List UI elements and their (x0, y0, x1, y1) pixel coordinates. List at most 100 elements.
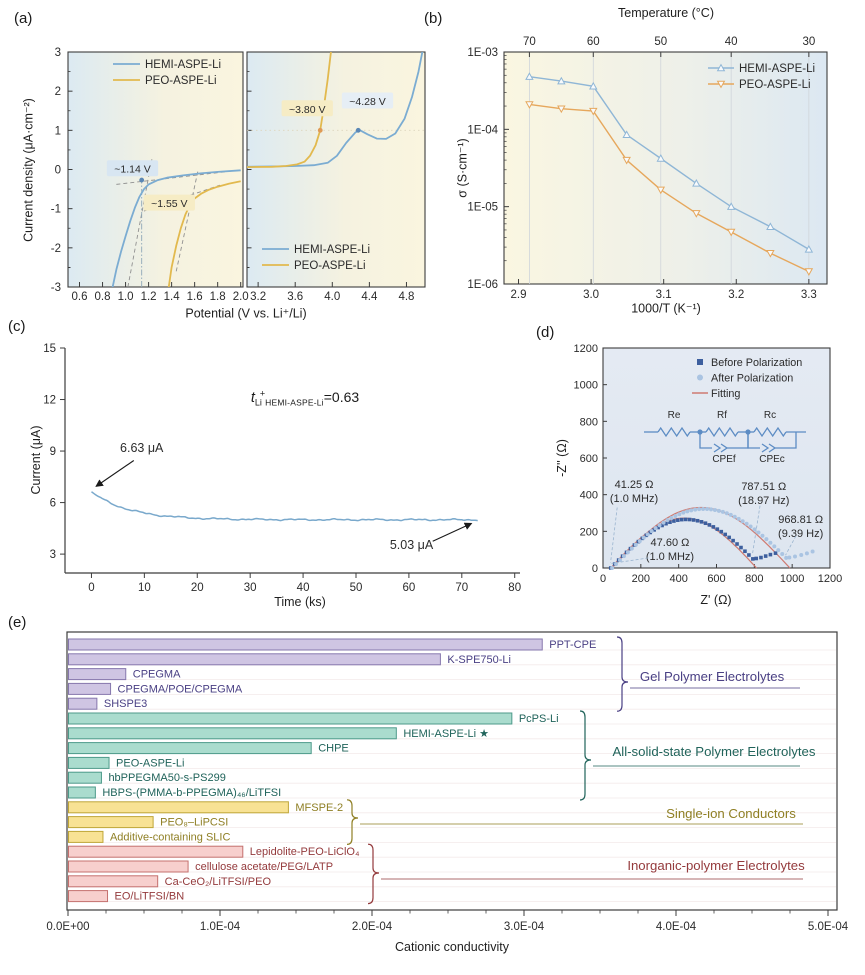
t-sub-electrolyte: HEMI-ASPE-Li (265, 397, 324, 408)
svg-text:0: 0 (600, 573, 606, 585)
svg-text:HEMI-ASPE-Li ★: HEMI-ASPE-Li ★ (403, 728, 489, 740)
panel-c-annotation: 6.63 μA (95, 441, 164, 487)
panel-c-ylabel: Current (μA) (29, 425, 43, 495)
bar-CPEGMA/POE/CPEGMA (68, 682, 112, 695)
panel-a-label: (a) (14, 10, 33, 27)
panel-a-annotation: ~1.14 V (106, 160, 159, 177)
panel-c: 3 6 9 12 15 0 10 20 30 40 50 60 70 80 6.63 μA 5.03 μA (43, 343, 521, 594)
bar-Lepidolite-PEO-LiClO₄ (68, 845, 244, 858)
bar-PcPS-Li (68, 712, 513, 725)
bar-Ca-CeO₂/LiTFSI/PEO (68, 875, 159, 888)
svg-text:3.0: 3.0 (583, 289, 599, 301)
svg-text:600: 600 (580, 453, 598, 465)
svg-text:4.8: 4.8 (398, 291, 414, 303)
panel-a-series-HEMI-ASPE-Li (111, 169, 241, 287)
svg-text:K-SPE750-Li: K-SPE750-Li (447, 654, 511, 666)
svg-text:1.0E-04: 1.0E-04 (200, 921, 241, 933)
panel-a-subplot-0: -3 -2 -1 0 1 2 3 0.6 0.8 1.0 1.2 1.4 1.6 1.8 2.0 ~1.14 … (51, 47, 249, 303)
svg-text:50: 50 (654, 36, 667, 48)
svg-text:PEO-ASPE-Li: PEO-ASPE-Li (294, 260, 366, 272)
svg-text:(1.0 MHz): (1.0 MHz) (610, 493, 658, 505)
svg-text:~4.28 V: ~4.28 V (349, 96, 386, 108)
bar-HBPS-(PMMA-b-PPEGMA)₄₆/LiTFSI (68, 786, 96, 799)
svg-text:3.1: 3.1 (656, 289, 672, 301)
svg-text:PEO-ASPE-Li: PEO-ASPE-Li (116, 757, 184, 769)
svg-text:1.8: 1.8 (210, 291, 226, 303)
panel-d-circuit: Re Rf Rc CPEf CPEc (644, 410, 806, 465)
panel-e-category: All-solid-state Polymer Electrolytes (579, 710, 816, 801)
svg-text:HBPS-(PMMA-b-PPEGMA)₄₆/LiTFSI: HBPS-(PMMA-b-PPEGMA)₄₆/LiTFSI (102, 787, 281, 799)
panel-c-label: (c) (8, 318, 26, 335)
svg-text:1: 1 (55, 125, 61, 137)
svg-text:30: 30 (244, 582, 257, 594)
t-value: =0.63 (323, 388, 360, 405)
svg-text:EO/LiTFSI/BN: EO/LiTFSI/BN (115, 891, 185, 903)
panel-d-annotation: 47.60 Ω (1.0 MHz) (611, 537, 694, 564)
svg-text:HEMI-ASPE-Li: HEMI-ASPE-Li (145, 59, 221, 71)
svg-text:787.51 Ω: 787.51 Ω (741, 481, 786, 493)
panel-b: 2.9 3.0 3.1 3.2 3.3 1E-06 1E-05 1E-04 1E-03 70 60 5… (467, 36, 828, 301)
svg-text:400: 400 (580, 490, 598, 502)
bar-cellulose acetate/PEG/LATP (68, 860, 189, 873)
bar-SHSPE3 (68, 697, 98, 710)
svg-text:1200: 1200 (818, 573, 842, 585)
panel-d-label: (d) (536, 324, 555, 341)
bar-MFSPE-2 (68, 801, 289, 814)
panel-c-xlabel: Time (ks) (274, 595, 326, 609)
bar-Additive-containing SLIC (68, 830, 104, 843)
panel-e: 0.0E+00 1.0E-04 2.0E-04 3.0E-04 4.0E-04 5.0E-… (46, 631, 849, 933)
svg-text:4.0E-04: 4.0E-04 (656, 921, 697, 933)
svg-text:CPEGMA/POE/CPEGMA: CPEGMA/POE/CPEGMA (118, 683, 243, 695)
svg-text:-3: -3 (51, 282, 61, 294)
svg-text:After Polarization: After Polarization (711, 372, 793, 384)
svg-text:PEO-ASPE-Li: PEO-ASPE-Li (145, 75, 217, 87)
svg-text:41.25 Ω: 41.25 Ω (615, 479, 654, 491)
svg-text:1000: 1000 (574, 380, 598, 392)
panel-a: -3 -2 -1 0 1 2 3 0.6 0.8 1.0 1.2 1.4 1.6 1.8 2.0 ~1.14 … (51, 47, 426, 303)
svg-text:80: 80 (508, 582, 521, 594)
svg-text:0: 0 (592, 563, 598, 575)
panel-a-xlabel: Potential (V vs. Li⁺/Li) (185, 306, 307, 321)
svg-text:6: 6 (50, 498, 56, 510)
svg-text:PPT-CPE: PPT-CPE (549, 639, 596, 651)
svg-text:CPEf: CPEf (712, 454, 736, 465)
svg-text:5.03 μA: 5.03 μA (390, 538, 434, 552)
svg-text:Inorganic-polymer Electrolytes: Inorganic-polymer Electrolytes (627, 858, 805, 873)
svg-text:Lepidolite-PEO-LiClO₄: Lepidolite-PEO-LiClO₄ (250, 846, 360, 858)
svg-text:0.0E+00: 0.0E+00 (46, 921, 89, 933)
svg-text:6.63 μA: 6.63 μA (120, 441, 164, 455)
svg-text:15: 15 (43, 343, 56, 355)
svg-text:3.6: 3.6 (287, 291, 303, 303)
bar-HEMI-ASPE-Li ★ (68, 727, 397, 740)
bar-hbPPEGMA50-s-PS299 (68, 771, 102, 784)
svg-text:3.0E-04: 3.0E-04 (504, 921, 545, 933)
svg-text:400: 400 (669, 573, 687, 585)
bar-EO/LiTFSI/BN (68, 890, 109, 903)
svg-text:-1: -1 (51, 204, 61, 216)
panel-d-series-After Polarization (610, 506, 815, 570)
svg-text:1E-03: 1E-03 (467, 47, 498, 59)
panel-e-group: PPT-CPE K-SPE750-Li CPEGMA CPEGMA/POE/CPEGM… (68, 638, 596, 710)
t-sub-li: Li (254, 397, 262, 408)
svg-text:PcPS-Li: PcPS-Li (519, 713, 559, 725)
svg-text:4.0: 4.0 (324, 291, 340, 303)
svg-text:12: 12 (43, 395, 56, 407)
svg-text:3.2: 3.2 (728, 289, 744, 301)
panel-d-legend: Before Polarization After Polarization Fit… (692, 357, 802, 400)
svg-text:2.0: 2.0 (233, 291, 249, 303)
panel-e-group: PcPS-Li HEMI-ASPE-Li ★ CHPE PEO-ASPE-Li hbPP… (68, 712, 559, 799)
bar-PEO-ASPE-Li (68, 756, 110, 769)
svg-text:~3.80 V: ~3.80 V (289, 104, 326, 116)
svg-text:200: 200 (632, 573, 650, 585)
panel-a-annotation: ~4.28 V (341, 92, 394, 109)
panel-a-legend-0: HEMI-ASPE-Li PEO-ASPE-Li (113, 59, 221, 87)
svg-text:HEMI-ASPE-Li: HEMI-ASPE-Li (294, 244, 370, 256)
panel-a-subplot-1: 3.2 3.6 4.0 4.4 4.8 ~3.80 V ~4.28 V HEMI-ASPE-L… (246, 51, 426, 303)
svg-text:1.2: 1.2 (141, 291, 157, 303)
svg-text:70: 70 (455, 582, 468, 594)
svg-text:5.0E-04: 5.0E-04 (808, 921, 849, 933)
svg-text:968.81 Ω: 968.81 Ω (778, 514, 823, 526)
svg-text:30: 30 (802, 36, 815, 48)
